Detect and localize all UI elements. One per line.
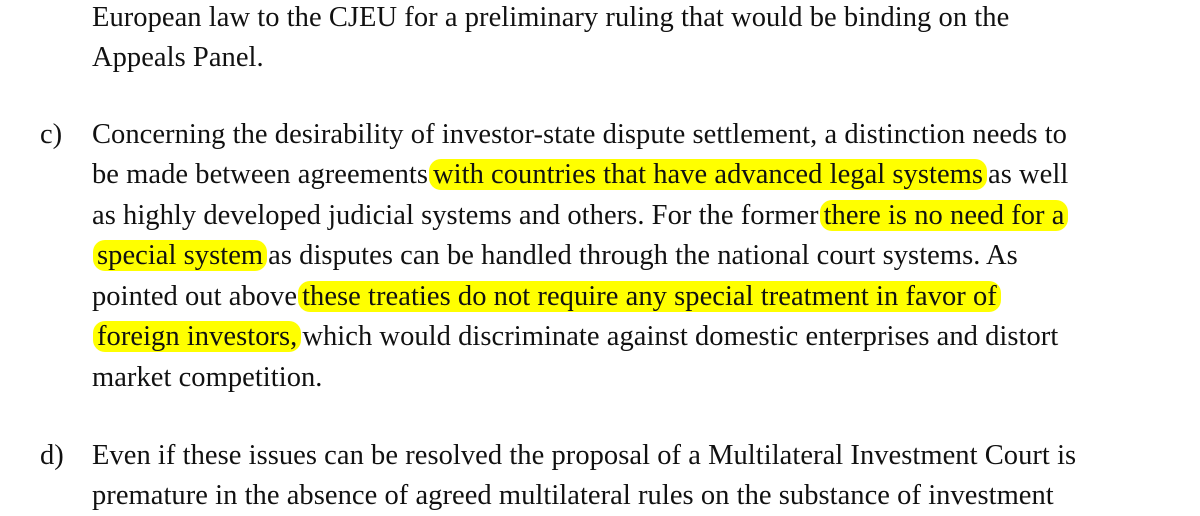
item-c-marker: c) bbox=[40, 119, 63, 150]
item-c-line-1: Concerning the desirability of investor-… bbox=[92, 119, 1067, 150]
highlight-no-need-line-a: there is no need for a bbox=[819, 200, 1069, 231]
item-c-line-4: special system as disputes can be handled… bbox=[92, 236, 1018, 276]
item-c-line-2-text-b: as well bbox=[988, 159, 1069, 190]
highlight-advanced-legal-systems: with countries that have advanced legal … bbox=[429, 159, 988, 190]
intro-line-1: European law to the CJEU for a prelimina… bbox=[92, 2, 1010, 33]
item-d-line-2: premature in the absence of agreed multi… bbox=[92, 480, 1054, 511]
item-c-line-4-text-b: as disputes can be handled through the n… bbox=[268, 240, 1018, 271]
highlight-special-treatment-line-a: these treaties do not require any specia… bbox=[298, 281, 1001, 312]
item-c-line-6-text-b: which would discriminate against domesti… bbox=[302, 321, 1059, 352]
item-c-line-7: market competition. bbox=[92, 362, 323, 393]
item-c-line-3: as highly developed judicial systems and… bbox=[92, 196, 1069, 236]
item-d-line-1: Even if these issues can be resolved the… bbox=[92, 440, 1077, 471]
highlight-no-need-line-b: special system bbox=[93, 240, 268, 271]
intro-line-2: Appeals Panel. bbox=[92, 42, 264, 73]
item-d-marker: d) bbox=[40, 440, 64, 471]
highlight-special-treatment-line-b: foreign investors, bbox=[93, 321, 302, 352]
item-c-line-2: be made between agreements with countries… bbox=[92, 155, 1068, 195]
item-c-line-5-text-a: pointed out above bbox=[92, 281, 298, 312]
item-c-line-2-text-a: be made between agreements bbox=[92, 159, 429, 190]
item-c-line-6: foreign investors, which would discrimina… bbox=[92, 317, 1058, 357]
item-c-line-5: pointed out above these treaties do not r… bbox=[92, 277, 1002, 317]
item-c-line-3-text-a: as highly developed judicial systems and… bbox=[92, 200, 819, 231]
